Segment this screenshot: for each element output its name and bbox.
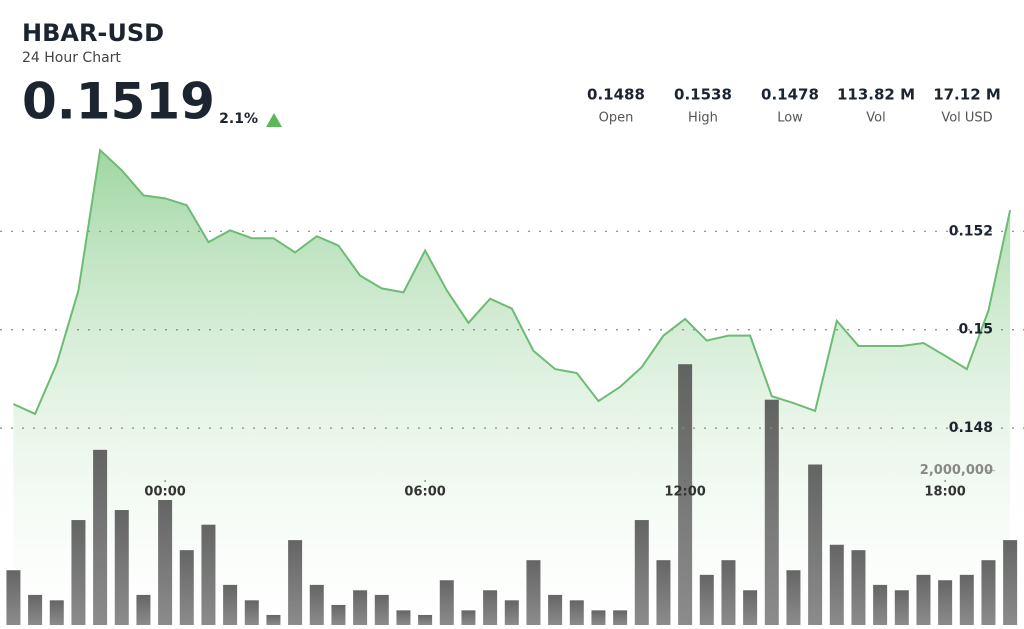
y-tick-label: 0.15 [958, 322, 993, 338]
volume-bar [6, 570, 21, 625]
volume-bar [309, 584, 324, 625]
volume-bar [374, 594, 389, 625]
volume-bar [114, 510, 129, 625]
volume-bar [938, 580, 953, 625]
volume-bar [71, 520, 86, 625]
volume-bar [483, 590, 498, 625]
volume-bar [634, 520, 649, 625]
volume-bar [396, 610, 411, 625]
subtitle: 24 Hour Chart [22, 50, 121, 66]
stat-label: Vol USD [941, 111, 992, 126]
volume-bar [49, 600, 64, 625]
chart-title: HBAR-USD [22, 19, 164, 47]
volume-bar [439, 580, 454, 625]
volume-bar [569, 600, 584, 625]
volume-bar [28, 594, 43, 625]
volume-bar [873, 584, 888, 625]
stat-value: 0.1538 [674, 86, 732, 104]
change: 2.1% [219, 111, 258, 127]
volume-bar [288, 540, 303, 625]
volume-bar [201, 524, 216, 625]
volume-bar [548, 594, 563, 625]
volume-bar [981, 560, 996, 625]
plot [0, 148, 1024, 625]
stat-value: 17.12 M [933, 86, 1001, 104]
y-tick-label: 0.148 [949, 420, 993, 436]
volume-bar [851, 550, 866, 625]
volume-bar [93, 449, 108, 625]
x-tick-label: 06:00 [404, 485, 445, 500]
volume-bar [179, 550, 194, 625]
volume-bar [721, 560, 736, 625]
stat-label: Open [599, 111, 634, 126]
volume-bar [894, 590, 909, 625]
volume-bar [353, 590, 368, 625]
volume-bar [504, 600, 519, 625]
volume-bar [526, 560, 541, 625]
stat-value: 0.1488 [587, 86, 645, 104]
volume-bar [808, 464, 823, 625]
stat-value: 113.82 M [837, 86, 915, 104]
volume-bar [461, 610, 476, 625]
volume-bar [158, 500, 173, 625]
stat-label: Low [777, 111, 803, 126]
volume-bar [743, 590, 758, 625]
volume-bar [678, 364, 693, 625]
price-area [13, 150, 1011, 625]
stat-label: High [688, 111, 718, 126]
volume-bar [1003, 540, 1018, 625]
volume-bar [916, 574, 931, 625]
x-tick-label: 00:00 [144, 485, 185, 500]
volume-bar [136, 594, 151, 625]
volume-bar [331, 604, 346, 625]
volume-bar [656, 560, 671, 625]
volume-bar [266, 614, 281, 625]
volume-bar [244, 600, 259, 625]
stat-value: 0.1478 [761, 86, 819, 104]
volume-bar [829, 544, 844, 625]
volume-bar [418, 614, 433, 625]
volume-bar [223, 584, 238, 625]
volume-bar [959, 574, 974, 625]
x-tick-label: 12:00 [664, 485, 705, 500]
volume-bar [591, 610, 606, 625]
y-tick-label: 0.152 [949, 223, 993, 239]
x-tick-label: 18:00 [924, 485, 965, 500]
volume-bar [764, 399, 779, 625]
volume-bar [786, 570, 801, 625]
volume-bar [699, 574, 714, 625]
price-line [13, 148, 1012, 416]
y2-tick-label: 2,000,000 [920, 463, 993, 478]
up-arrow [266, 113, 282, 127]
volume-bar [613, 610, 628, 625]
price: 0.1519 [22, 73, 215, 131]
stat-label: Vol [866, 111, 885, 126]
